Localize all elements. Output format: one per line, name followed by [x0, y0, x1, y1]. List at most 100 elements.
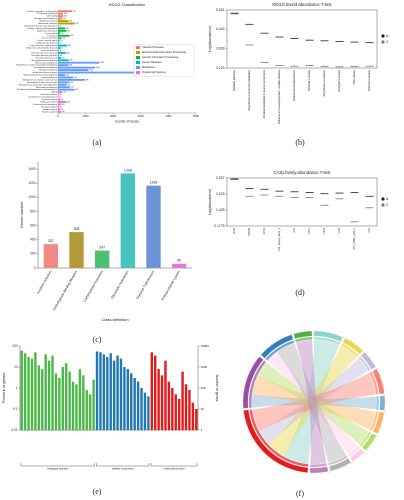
y-tick-label: 3.927: [216, 176, 225, 180]
sector-tick: [368, 447, 370, 449]
y-tick-label: Biosynthesis of other secondary metaboli…: [16, 64, 57, 67]
sector-tick: [260, 450, 263, 452]
bar: [130, 373, 133, 430]
y-tick-label: 0: [34, 266, 36, 270]
y2-tick-label: 10: [201, 407, 205, 411]
legend-label: Cellular Processes: [142, 45, 164, 49]
data-label: 300: [67, 101, 70, 103]
sector-tick: [278, 463, 280, 466]
panel-label: (b): [295, 138, 305, 147]
y-axis-label: Log(Abundance): [208, 26, 212, 53]
y-tick-label: 1.425: [216, 208, 225, 212]
x-tick-label: CBM50: [248, 227, 251, 236]
y-tick-label: Cell motility: [46, 15, 58, 18]
legend-swatch: [136, 61, 140, 64]
sector-tick: [248, 371, 250, 373]
chord-link: [252, 373, 376, 431]
y2-tick-label: 1: [201, 428, 203, 432]
chord-link: [252, 394, 376, 410]
data-label: 980: [86, 79, 89, 81]
bar: [82, 375, 85, 430]
y-tick-label: 200: [30, 252, 36, 256]
bar: [58, 61, 100, 64]
bar: [58, 34, 70, 37]
bar: [102, 354, 106, 430]
bar: [58, 37, 62, 40]
data-label: 337: [48, 239, 54, 243]
bar: [58, 12, 63, 15]
data-label: 40: [60, 106, 62, 108]
y-tick-label: Lipid metabolism: [41, 76, 57, 79]
bar: [78, 369, 82, 430]
data-label: 320: [68, 84, 71, 86]
sector-inner: [369, 371, 379, 395]
y-tick-label: Energy metabolism: [39, 69, 57, 72]
y-tick-label: Infectious disease: parasitic: [31, 54, 57, 57]
bar: [58, 93, 59, 96]
y-tick-label: Endocrine and metabolic disease: [26, 47, 57, 50]
bar: [58, 108, 61, 111]
data-label: 90: [61, 33, 63, 35]
x-tick-label: Microbial metabolism in diverse environm…: [263, 69, 266, 118]
chord-link: [252, 375, 376, 430]
legend-label: Metabolism: [142, 65, 155, 69]
sector-tick: [351, 340, 353, 342]
y-tick-label: 10: [14, 365, 18, 369]
bar: [133, 377, 136, 430]
y-tick-label: Digestive system: [41, 98, 57, 101]
bar: [30, 358, 34, 430]
bar: [58, 76, 74, 79]
bar: [54, 373, 58, 430]
panel: CAZy.family.abundance.T-test 0.1778 1.425 2…: [208, 170, 389, 297]
bar: [147, 396, 150, 430]
y-tick-label: Glycan biosynthesis and metabolism: [23, 74, 57, 77]
data-label: 380: [69, 20, 72, 22]
bar: [58, 78, 86, 81]
bar: [188, 390, 191, 430]
y-tick-label: 3.223: [216, 66, 225, 70]
chord-link: [257, 362, 369, 445]
sector-tick: [344, 466, 346, 468]
legend-label: Environmental Information Processing: [142, 50, 186, 54]
x-tick-label: 4000: [165, 114, 172, 118]
bar: [126, 369, 130, 430]
legend-label: Genetic Information Processing: [142, 55, 179, 59]
sector-inner: [358, 356, 371, 372]
sector-tick: [285, 467, 287, 469]
data-label: 80: [61, 99, 63, 101]
x-tick-label: CE10: [323, 227, 326, 234]
bar: [123, 367, 126, 430]
y-tick-label: 0.1778: [214, 224, 224, 228]
panel: (f): [241, 329, 387, 498]
sector-tick: [364, 351, 366, 353]
y2-tick-label: 1000: [201, 365, 208, 369]
data-label: 120: [62, 38, 65, 40]
bar: [58, 51, 66, 54]
sector-inner: [249, 409, 309, 467]
bar: [58, 105, 60, 108]
y-tick-label: 800: [30, 209, 36, 213]
group-label: biological process: [47, 467, 68, 471]
sector-inner: [376, 396, 379, 410]
bar: [136, 381, 140, 430]
data-label: 280: [67, 52, 70, 54]
group-bracket: [96, 463, 150, 467]
bar: [23, 353, 27, 430]
data-label: 40: [60, 43, 62, 45]
y-tick-label: Carbohydrate metabolism: [33, 66, 57, 69]
data-label: 420: [70, 82, 73, 84]
sector-inner: [295, 337, 313, 343]
y-tick-label: Metabolism of other amino acids: [27, 81, 57, 84]
data-label: 180: [64, 13, 67, 15]
y-tick-label: Xenobiotics biodegradation and metabolis…: [17, 88, 58, 91]
sector-tick: [377, 433, 379, 435]
data-label: 260: [66, 74, 69, 76]
sector-arc: [349, 448, 365, 462]
y-tick-label: Cancer: specific types: [37, 39, 57, 42]
data-label: 420: [70, 35, 73, 37]
y-tick-label: Signaling molecules and interaction: [24, 24, 58, 27]
y-tick-label: Excretory system: [41, 105, 57, 108]
x-tick-label: GT4: [293, 227, 296, 232]
bar: [37, 365, 41, 430]
legend-swatch: [136, 46, 140, 49]
